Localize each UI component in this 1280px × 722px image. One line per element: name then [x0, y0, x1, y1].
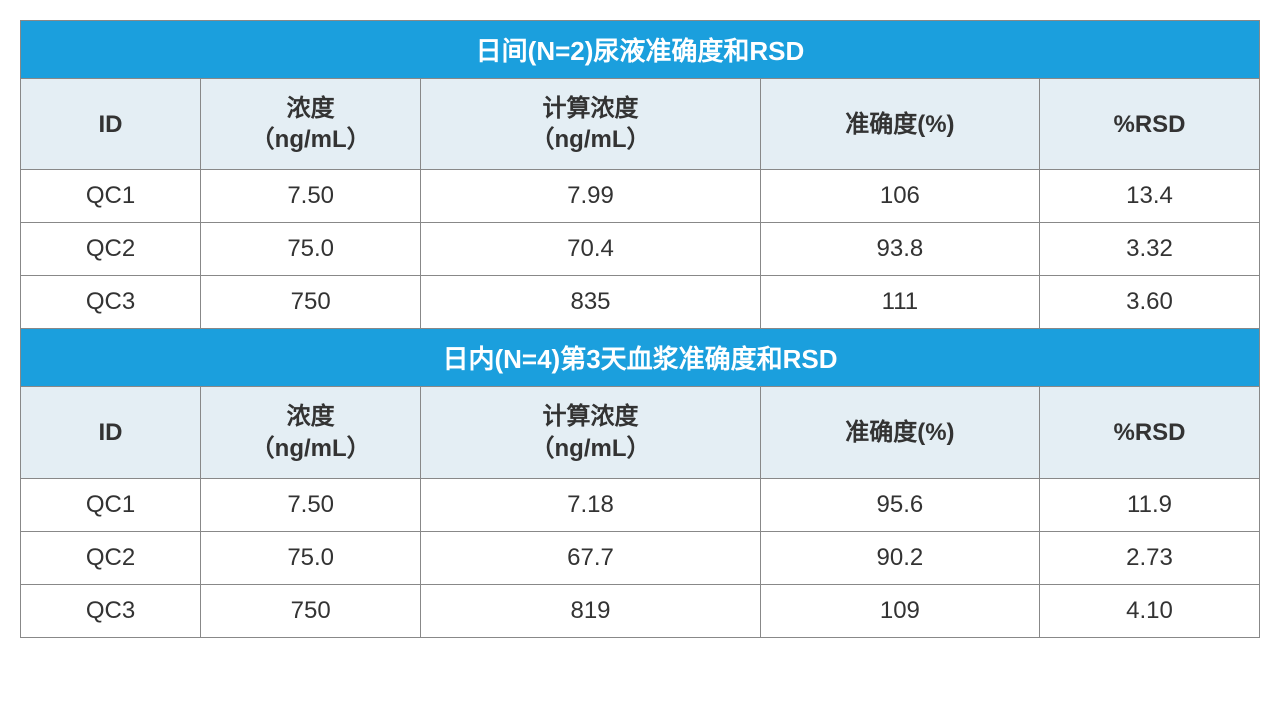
table2-title-row: 日内(N=4)第3天血浆准确度和RSD [21, 329, 1260, 387]
cell-conc: 750 [201, 584, 421, 637]
table-row: QC1 7.50 7.18 95.6 11.9 [21, 478, 1260, 531]
table1-title: 日间(N=2)尿液准确度和RSD [21, 21, 1260, 79]
cell-id: QC2 [21, 223, 201, 276]
table2-title: 日内(N=4)第3天血浆准确度和RSD [21, 329, 1260, 387]
cell-id: QC1 [21, 170, 201, 223]
cell-calc: 70.4 [421, 223, 760, 276]
cell-id: QC3 [21, 276, 201, 329]
table2-header-row: ID 浓度（ng/mL） 计算浓度（ng/mL） 准确度(%) %RSD [21, 387, 1260, 478]
cell-conc: 75.0 [201, 223, 421, 276]
table2-col-conc: 浓度（ng/mL） [201, 387, 421, 478]
table1-col-id: ID [21, 79, 201, 170]
table2-col-acc: 准确度(%) [760, 387, 1039, 478]
cell-conc: 750 [201, 276, 421, 329]
cell-rsd: 2.73 [1040, 531, 1260, 584]
table1-col-calc: 计算浓度（ng/mL） [421, 79, 760, 170]
table2-col-calc: 计算浓度（ng/mL） [421, 387, 760, 478]
table1-col-rsd: %RSD [1040, 79, 1260, 170]
cell-calc: 7.18 [421, 478, 760, 531]
cell-conc: 7.50 [201, 478, 421, 531]
table-row: QC2 75.0 70.4 93.8 3.32 [21, 223, 1260, 276]
cell-rsd: 3.60 [1040, 276, 1260, 329]
table2-col-rsd: %RSD [1040, 387, 1260, 478]
table1-col-conc: 浓度（ng/mL） [201, 79, 421, 170]
table-row: QC1 7.50 7.99 106 13.4 [21, 170, 1260, 223]
cell-calc: 7.99 [421, 170, 760, 223]
cell-calc: 835 [421, 276, 760, 329]
cell-rsd: 13.4 [1040, 170, 1260, 223]
cell-acc: 111 [760, 276, 1039, 329]
cell-acc: 93.8 [760, 223, 1039, 276]
cell-acc: 95.6 [760, 478, 1039, 531]
cell-calc: 67.7 [421, 531, 760, 584]
cell-conc: 7.50 [201, 170, 421, 223]
table-row: QC3 750 819 109 4.10 [21, 584, 1260, 637]
accuracy-rsd-table: 日间(N=2)尿液准确度和RSD ID 浓度（ng/mL） 计算浓度（ng/mL… [20, 20, 1260, 638]
cell-calc: 819 [421, 584, 760, 637]
cell-acc: 106 [760, 170, 1039, 223]
cell-acc: 90.2 [760, 531, 1039, 584]
cell-rsd: 4.10 [1040, 584, 1260, 637]
cell-acc: 109 [760, 584, 1039, 637]
cell-id: QC2 [21, 531, 201, 584]
table-row: QC2 75.0 67.7 90.2 2.73 [21, 531, 1260, 584]
table-row: QC3 750 835 111 3.60 [21, 276, 1260, 329]
cell-id: QC1 [21, 478, 201, 531]
cell-rsd: 11.9 [1040, 478, 1260, 531]
table1-header-row: ID 浓度（ng/mL） 计算浓度（ng/mL） 准确度(%) %RSD [21, 79, 1260, 170]
cell-id: QC3 [21, 584, 201, 637]
table1-title-row: 日间(N=2)尿液准确度和RSD [21, 21, 1260, 79]
table1-col-acc: 准确度(%) [760, 79, 1039, 170]
cell-rsd: 3.32 [1040, 223, 1260, 276]
table2-col-id: ID [21, 387, 201, 478]
cell-conc: 75.0 [201, 531, 421, 584]
